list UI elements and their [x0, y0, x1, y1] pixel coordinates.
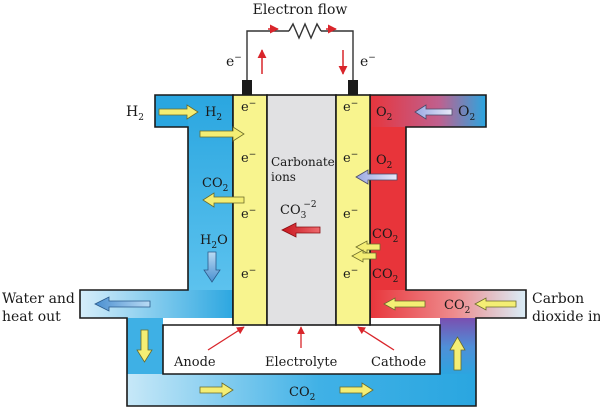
svg-text:e−: e−: [343, 99, 358, 115]
water-down-arrow: [203, 251, 221, 283]
svg-text:e−: e−: [343, 266, 358, 282]
water-heat-out-line2: heat out: [2, 309, 61, 325]
carbon-dioxide-inlet-arrow-b: [474, 297, 517, 311]
recirculation-co2-label: CO2: [289, 385, 315, 403]
oxidant-input-label: O2: [458, 104, 475, 123]
water-out-arrow: [94, 296, 151, 312]
cathode-electron-labels: e− e− e− e−: [343, 99, 358, 282]
oxidant-inlet-arrow: [414, 104, 453, 120]
recirculation-down-arrow: [136, 329, 153, 363]
recirculation-up-arrow: [449, 336, 466, 371]
anode-h2-label: H2: [205, 105, 222, 123]
carbonate-ion-formula: CO3−2: [280, 200, 317, 221]
anode-label: Anode: [173, 355, 216, 370]
anode-co2-label: CO2: [202, 176, 228, 194]
svg-text:e−: e−: [343, 206, 358, 222]
svg-text:e−: e−: [241, 99, 256, 115]
recirculation-right-arrow-b: [339, 382, 374, 398]
cathode-co2-arrow-a: [355, 240, 381, 254]
electrolyte-ions-label: ions: [271, 170, 296, 184]
cathode-label: Cathode: [371, 355, 426, 370]
electrolyte-layer: [266, 94, 337, 326]
carbon-dioxide-in-line2: dioxide in: [532, 309, 600, 325]
cathode-co2-b-label: CO2: [372, 267, 398, 285]
recirculation-bottom-channel: [127, 374, 476, 406]
cathode-electrode: [335, 94, 371, 326]
cathode-co2-arrow-b: [351, 249, 377, 263]
svg-text:e−: e−: [241, 206, 256, 222]
anode-electron-labels: e− e− e− e−: [241, 99, 256, 282]
cathode-pointer: [357, 326, 395, 351]
anode-terminal: [242, 80, 252, 95]
carbon-dioxide-in-line1: Carbon: [532, 291, 584, 307]
svg-text:e−: e−: [343, 150, 358, 166]
carbon-dioxide-inlet-co2-label: CO2: [444, 298, 470, 316]
cathode-terminal: [348, 80, 358, 95]
water-heat-out-line1: Water and: [2, 291, 75, 307]
cathode-o2-top-label: O2: [376, 105, 392, 123]
cathode-feed-arrow: [355, 169, 398, 185]
svg-text:e−: e−: [241, 266, 256, 282]
electron-right-label: e−: [360, 53, 376, 70]
electron-flow-title: Electron flow: [253, 2, 348, 18]
cathode-co2-a-label: CO2: [372, 227, 398, 245]
fuel-input-label: H2: [126, 104, 144, 123]
carbon-dioxide-inlet-arrow-a: [383, 297, 426, 311]
anode-channel-outline: [79, 94, 527, 407]
electrolyte-carbonate-label: Carbonate: [271, 155, 335, 169]
oxidant-channel: [368, 95, 406, 295]
svg-text:e−: e−: [241, 150, 256, 166]
anode-feed-arrow: [199, 126, 245, 142]
anode-pointer: [207, 326, 245, 351]
electrolyte-label: Electrolyte: [265, 355, 338, 370]
external-circuit: [246, 22, 354, 85]
recirculation-right-arrow-a: [199, 382, 234, 398]
cathode-o2-mid-label: O2: [376, 153, 392, 171]
anode-h2o-label: H2O: [200, 233, 228, 251]
fuel-inlet-arrow: [158, 104, 199, 120]
anode-co2-arrow: [202, 192, 245, 208]
carbonate-ion-arrow: [281, 222, 321, 238]
electron-left-label: e−: [226, 53, 242, 70]
